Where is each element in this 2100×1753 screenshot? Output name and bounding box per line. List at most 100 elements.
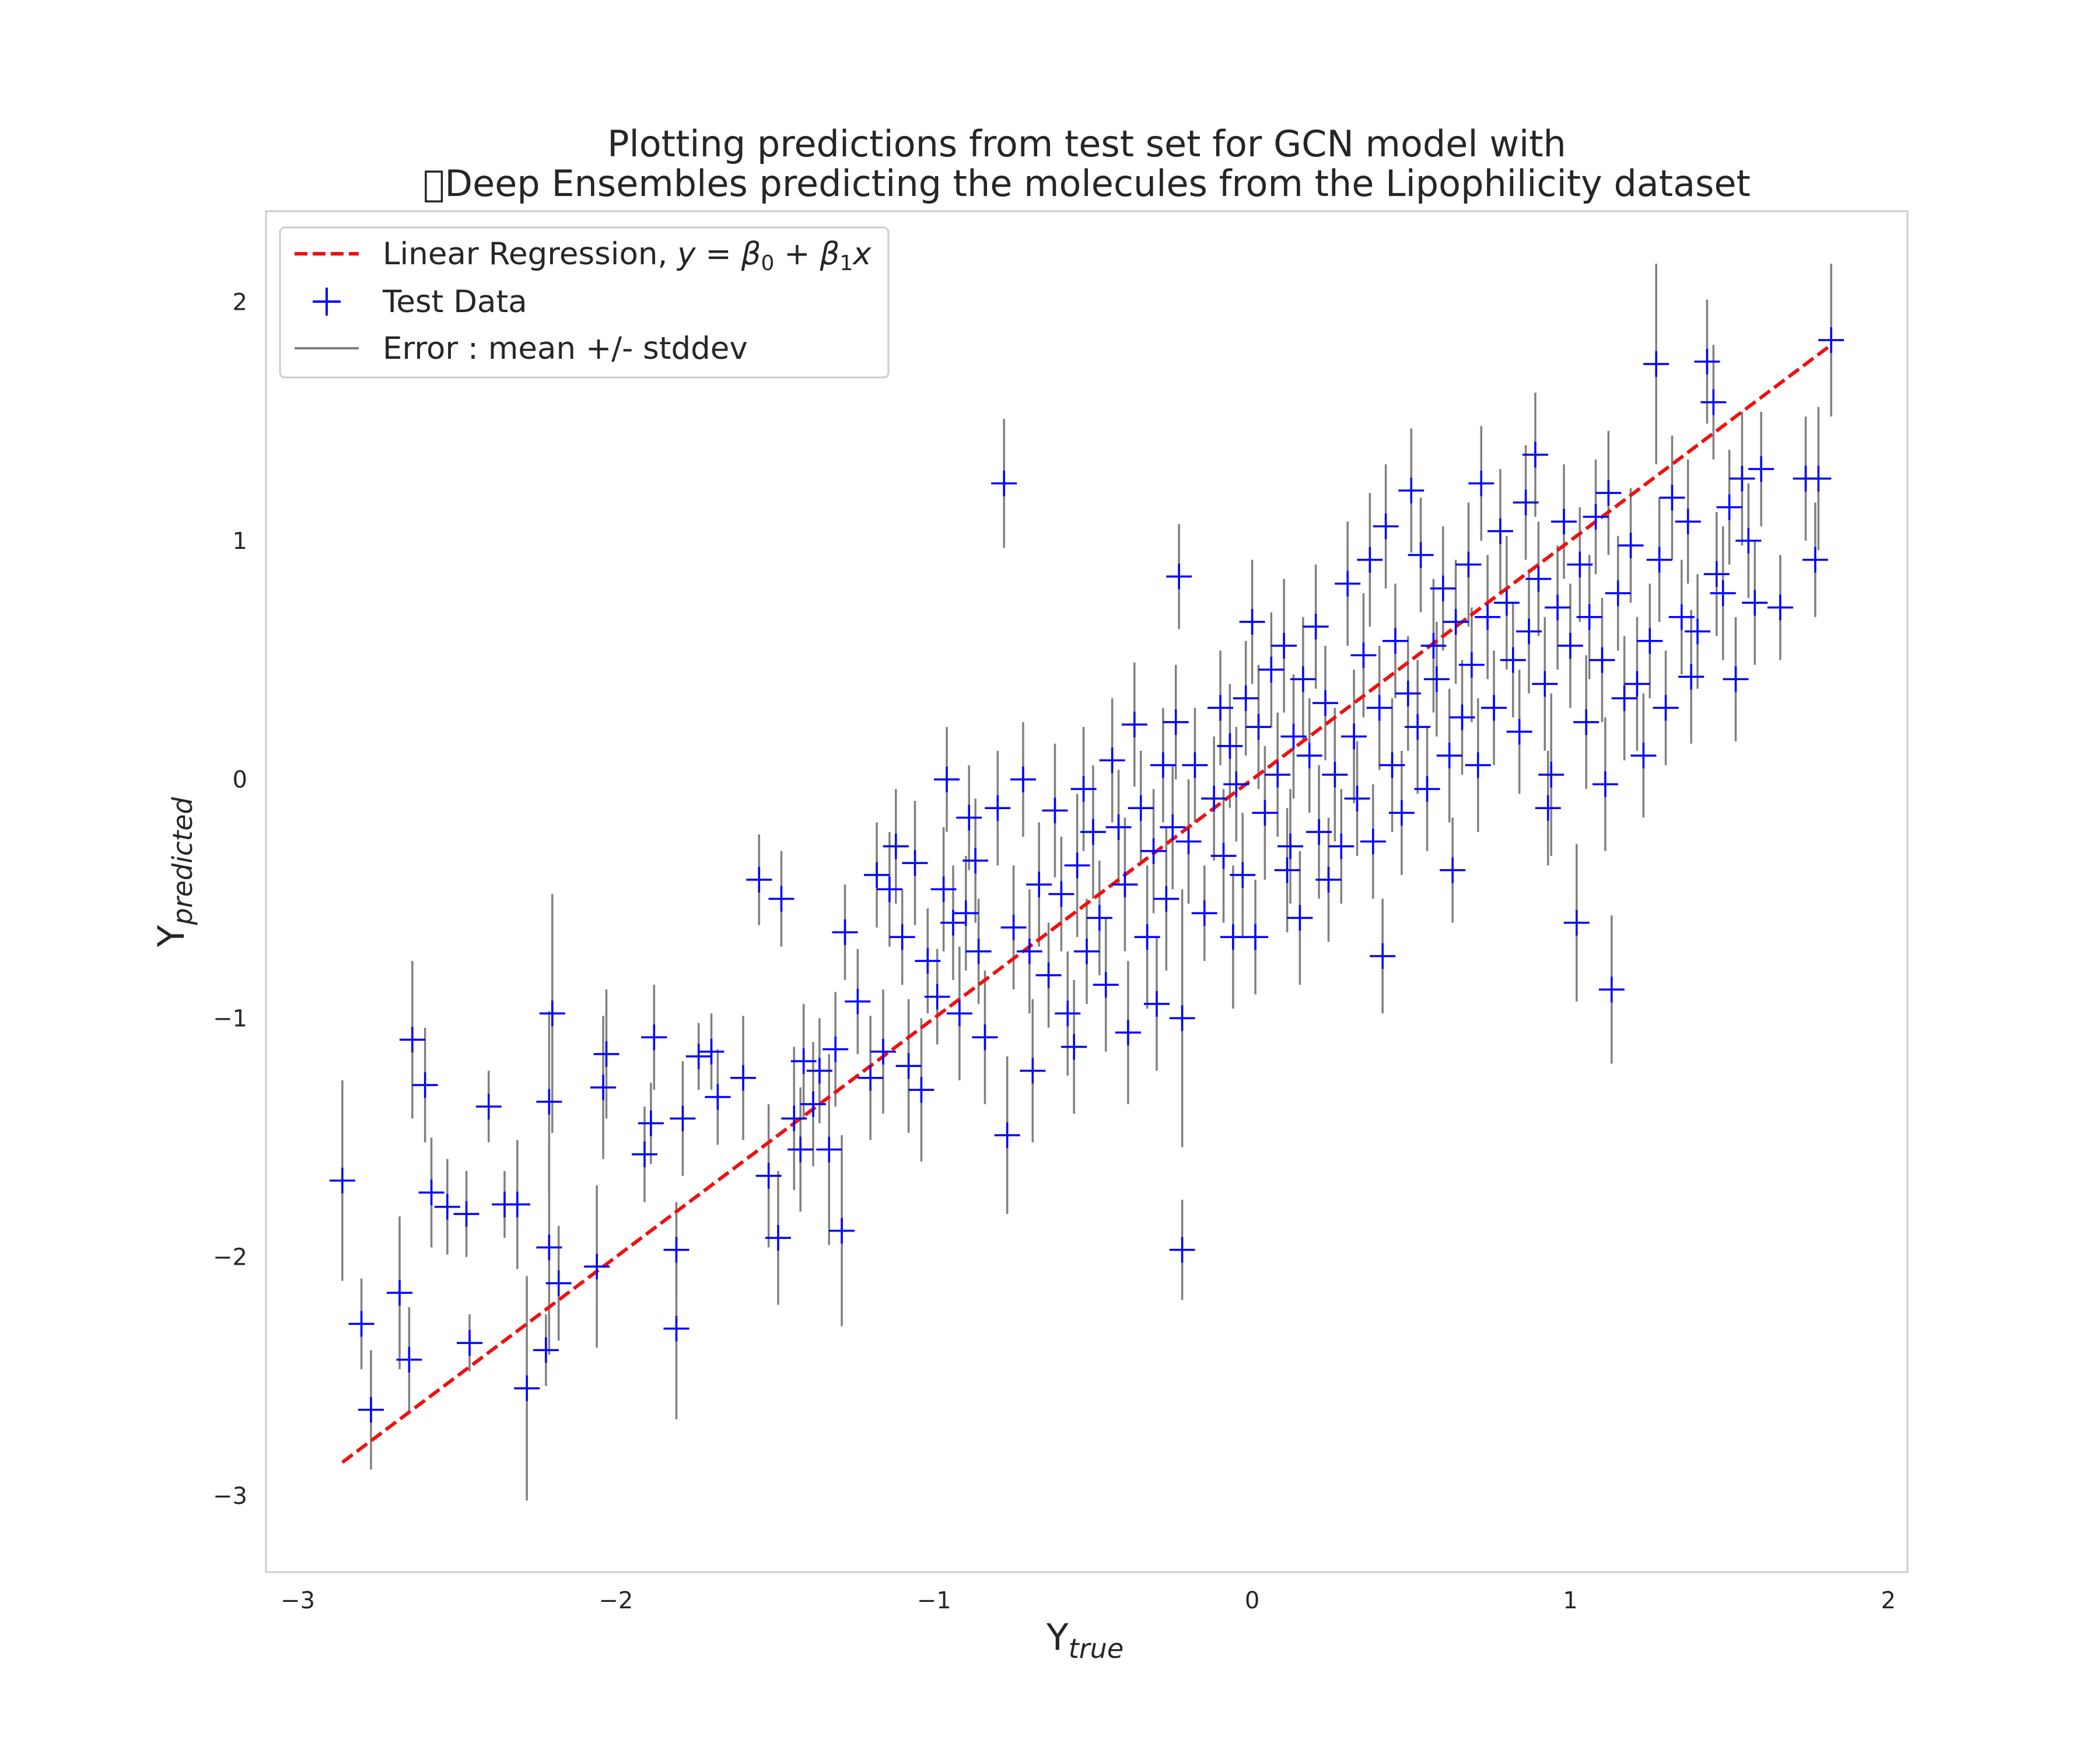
- legend: Linear Regression, y = β0 + β1x Test Dat…: [279, 226, 890, 379]
- data-point-136: [1357, 547, 1383, 573]
- data-point-83: [1080, 819, 1106, 845]
- data-point-73: [1020, 1058, 1046, 1084]
- data-point-208: [1748, 456, 1774, 482]
- data-point-178: [1573, 709, 1600, 735]
- data-point-82: [1074, 938, 1100, 964]
- data-point-93: [1140, 838, 1167, 864]
- data-point-212: [1805, 466, 1832, 492]
- data-point-133: [1341, 723, 1367, 750]
- data-point-76: [1042, 797, 1068, 824]
- data-point-109: [1220, 924, 1246, 950]
- data-point-96: [1153, 886, 1180, 912]
- data-point-16: [536, 1234, 562, 1261]
- data-point-148: [1414, 776, 1440, 802]
- data-point-188: [1624, 671, 1650, 697]
- data-point-54: [902, 850, 928, 876]
- data-point-20: [584, 1254, 610, 1280]
- data-point-101: [1169, 1005, 1195, 1031]
- data-point-89: [1115, 1019, 1141, 1045]
- data-point-18: [539, 1000, 565, 1027]
- chart-title-line-2:  Deep Ensembles predicting the molecules…: [423, 162, 1751, 205]
- data-point-1: [348, 1311, 374, 1337]
- data-point-92: [1134, 924, 1160, 950]
- data-point-19: [545, 1270, 572, 1296]
- data-point-206: [1735, 527, 1762, 554]
- data-point-25: [641, 1024, 667, 1051]
- data-point-41: [806, 1058, 832, 1084]
- data-point-129: [1315, 867, 1342, 893]
- data-point-204: [1723, 666, 1749, 692]
- data-point-52: [889, 924, 915, 950]
- data-point-181: [1589, 647, 1615, 673]
- data-point-43: [822, 1036, 849, 1062]
- data-point-175: [1557, 632, 1583, 659]
- data-point-7: [418, 1180, 444, 1206]
- data-point-38: [788, 1136, 814, 1163]
- data-point-11: [475, 1093, 502, 1119]
- data-point-13: [504, 1191, 530, 1217]
- data-point-110: [1223, 771, 1250, 797]
- data-point-105: [1201, 785, 1227, 811]
- data-point-86: [1099, 747, 1125, 774]
- data-point-143: [1388, 800, 1415, 826]
- data-point-183: [1595, 480, 1622, 506]
- data-point-201: [1703, 561, 1730, 587]
- data-point-26: [663, 1315, 690, 1342]
- data-point-91: [1128, 795, 1154, 821]
- data-point-123: [1287, 905, 1313, 931]
- data-point-168: [1522, 442, 1548, 468]
- data-point-122: [1280, 723, 1307, 750]
- points-layer: [329, 327, 1845, 1423]
- data-point-33: [746, 867, 772, 893]
- data-point-198: [1685, 618, 1711, 645]
- data-point-42: [816, 1136, 842, 1163]
- data-point-185: [1605, 580, 1631, 606]
- data-point-155: [1449, 704, 1475, 730]
- data-point-3: [387, 1280, 413, 1306]
- data-point-203: [1716, 494, 1742, 520]
- data-point-166: [1513, 489, 1539, 516]
- data-point-88: [1112, 872, 1138, 898]
- data-point-138: [1366, 695, 1392, 721]
- data-point-134: [1344, 785, 1370, 811]
- data-point-162: [1487, 518, 1513, 544]
- data-point-176: [1563, 909, 1590, 936]
- data-point-32: [730, 1065, 757, 1091]
- data-point-107: [1210, 843, 1237, 869]
- data-point-140: [1373, 513, 1399, 540]
- data-point-159: [1468, 470, 1494, 496]
- data-point-8: [434, 1194, 460, 1220]
- data-point-48: [864, 862, 890, 888]
- data-point-131: [1328, 833, 1354, 859]
- data-point-6: [412, 1072, 438, 1098]
- data-point-116: [1252, 800, 1278, 826]
- y-axis-ticks: −3 −2 −1 0 1 2: [213, 289, 247, 1510]
- y-tick-label-2: −1: [213, 1005, 247, 1032]
- data-point-126: [1303, 614, 1329, 640]
- data-point-72: [1016, 938, 1042, 964]
- data-point-14: [514, 1375, 540, 1401]
- y-tick-label-3: 0: [233, 767, 247, 793]
- data-point-85: [1093, 972, 1119, 998]
- data-point-9: [453, 1201, 480, 1227]
- data-point-46: [845, 988, 871, 1014]
- x-axis-label: Ytrue: [1046, 1616, 1124, 1664]
- data-point-31: [705, 1084, 731, 1110]
- data-point-172: [1538, 761, 1564, 788]
- data-point-106: [1208, 695, 1234, 721]
- data-point-95: [1150, 752, 1176, 778]
- data-point-102: [1175, 828, 1202, 855]
- data-point-205: [1729, 466, 1755, 492]
- data-point-47: [858, 1065, 884, 1091]
- data-point-130: [1322, 761, 1348, 788]
- data-point-145: [1398, 477, 1424, 503]
- data-point-63: [956, 804, 982, 831]
- data-point-50: [876, 876, 902, 902]
- data-point-99: [1166, 564, 1192, 590]
- data-point-104: [1191, 900, 1217, 926]
- x-axis-ticks: −3 −2 −1 0 1 2: [281, 1587, 1896, 1614]
- data-point-87: [1105, 814, 1132, 840]
- data-point-28: [670, 1105, 696, 1132]
